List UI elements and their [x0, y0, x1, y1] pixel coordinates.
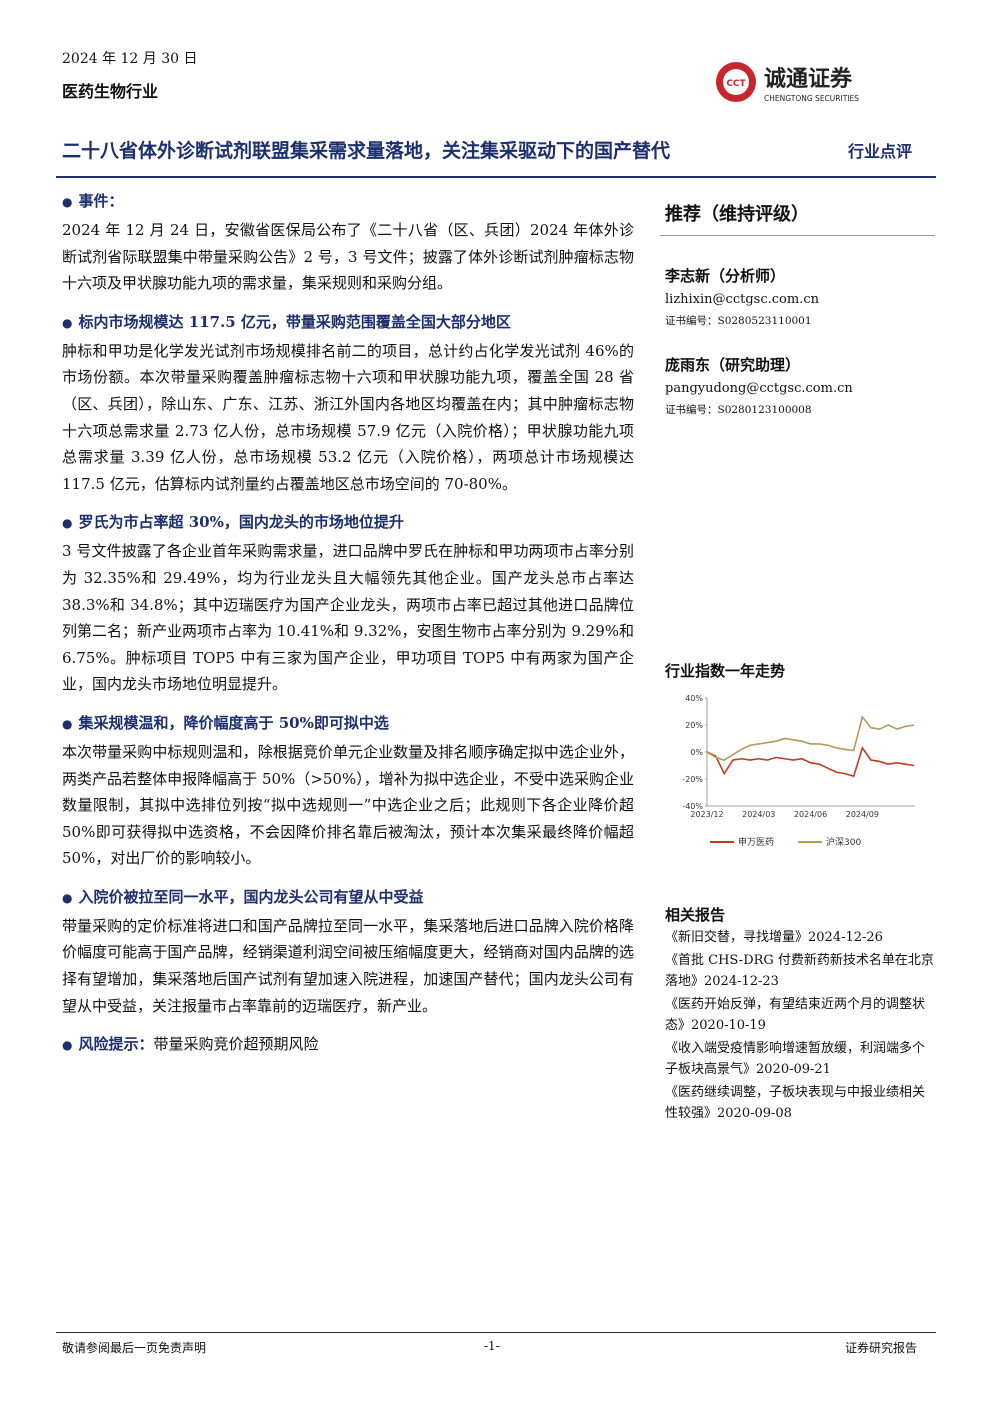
analyst-cert: 证书编号：S0280523110001	[665, 315, 812, 327]
series-line	[706, 715, 915, 761]
section-heading: 标内市场规模达 117.5 亿元，带量采购范围覆盖全国大部分地区	[62, 309, 634, 336]
x-tick-label: 2023/12	[690, 810, 723, 819]
analyst-cert: 证书编号：S0280123100008	[665, 404, 812, 416]
rating: 推荐（维持评级）	[665, 204, 809, 225]
logo: CCT 诚通证券 CHENGTONG SECURITIES	[716, 62, 859, 103]
analyst: 李志新（分析师） lizhixin@cctgsc.com.cn 证书编号：S0280…	[665, 265, 935, 328]
section-body: 本次带量采购中标规则温和，除根据竞价单元企业数量及排名顺序确定拟中选企业外，两类…	[62, 742, 634, 868]
legend-label: 沪深300	[826, 836, 861, 848]
section-body: 2024 年 12 月 24 日，安徽省医保局公布了《二十八省（区、兵团）202…	[62, 221, 634, 293]
footer-rule	[56, 1332, 936, 1333]
related-report: 《收入端受疫情影响增速暂放缓，利润端多个子板块高景气》2020-09-21	[665, 1041, 926, 1077]
section-heading: 罗氏为市占率超 30%，国内龙头的市场地位提升	[62, 509, 634, 536]
chart-title: 行业指数一年走势	[665, 662, 786, 680]
y-tick-label: -40%	[682, 802, 703, 811]
section-heading: 集采规模温和，降价幅度高于 50%即可拟中选	[62, 710, 634, 737]
section-heading: 入院价被拉至同一水平，国内龙头公司有望从中受益	[62, 884, 634, 911]
x-tick-label: 2024/06	[794, 810, 827, 819]
industry: 医药生物行业	[62, 82, 159, 101]
y-tick-label: 20%	[685, 721, 703, 730]
logo-en: CHENGTONG SECURITIES	[764, 94, 859, 103]
analyst-email: pangyudong@cctgsc.com.cn	[665, 381, 853, 396]
legend-label: 申万医药	[738, 836, 774, 848]
analyst-name: 李志新（分析师）	[665, 267, 786, 285]
related-heading: 相关报告	[665, 906, 726, 924]
risk-heading: 风险提示：	[78, 1035, 154, 1054]
analyst-email: lizhixin@cctgsc.com.cn	[665, 292, 819, 307]
header-rule	[56, 176, 936, 178]
series-line	[706, 746, 915, 778]
risk-body: 带量采购竞价超预期风险	[153, 1035, 319, 1054]
x-tick-label: 2024/09	[846, 810, 879, 819]
rating-rule	[660, 235, 935, 236]
risk: 风险提示：带量采购竞价超预期风险	[62, 1031, 634, 1058]
x-tick-label: 2024/03	[742, 810, 775, 819]
report-title: 二十八省体外诊断试剂联盟集采需求量落地，关注集采驱动下的国产替代	[62, 140, 671, 162]
related-report: 《新旧交替，寻找增量》2024-12-26	[665, 930, 883, 945]
related-report: 《医药继续调整，子板块表现与中报业绩相关性较强》2020-09-08	[665, 1085, 926, 1121]
report-tag: 行业点评	[848, 142, 913, 161]
analyst-name: 庞雨东（研究助理）	[665, 356, 801, 374]
related-list: 《新旧交替，寻找增量》2024-12-26 《首批 CHS-DRG 付费新药新技术…	[665, 927, 935, 1126]
related-report: 《首批 CHS-DRG 付费新药新技术名单在北京落地》2024-12-23	[665, 953, 934, 989]
section-heading: 事件：	[62, 188, 634, 215]
analysts: 李志新（分析师） lizhixin@cctgsc.com.cn 证书编号：S0280…	[665, 265, 935, 443]
related-report: 《医药开始反弹，有望结束近两个月的调整状态》2020-10-19	[665, 997, 926, 1033]
footer-left: 敬请参阅最后一页免责声明	[62, 1341, 207, 1355]
main-column: 事件： 2024 年 12 月 24 日，安徽省医保局公布了《二十八省（区、兵团）…	[62, 188, 634, 1060]
analyst: 庞雨东（研究助理） pangyudong@cctgsc.com.cn 证书编号：S0…	[665, 354, 935, 417]
section-body: 带量采购的定价标准将进口和国产品牌拉至同一水平，集采落地后进口品牌入院价格降价幅…	[62, 916, 634, 1015]
y-tick-label: 40%	[685, 694, 703, 703]
logo-inner	[723, 69, 749, 95]
section-body: 3 号文件披露了各企业首年采购需求量，进口品牌中罗氏在肿标和甲功两项市占率分别为…	[62, 542, 634, 694]
logo-mark: CCT	[726, 79, 746, 89]
logo-cn: 诚通证券	[764, 66, 853, 92]
footer-center: -1-	[484, 1339, 500, 1353]
section-body: 肿标和甲功是化学发光试剂市场规模排名前二的项目，总计约占化学发光试剂 46%的市…	[62, 341, 634, 493]
y-tick-label: -20%	[682, 775, 703, 784]
chart: 40% 20% 0% -20% -40%2023/12 2024/03 2024/06 202…	[682, 694, 915, 848]
y-tick-label: 0%	[690, 748, 703, 757]
date: 2024 年 12 月 30 日	[62, 51, 198, 67]
footer-right: 证券研究报告	[845, 1341, 918, 1355]
